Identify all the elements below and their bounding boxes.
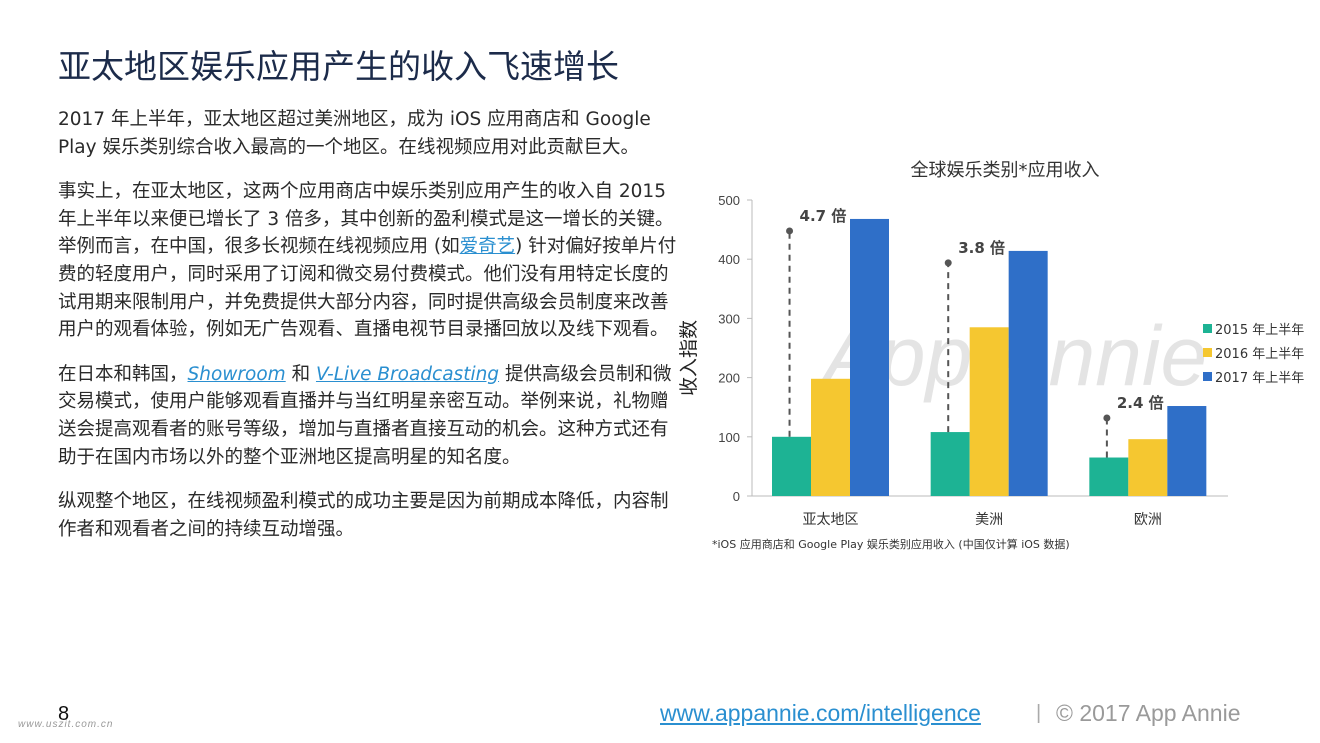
bar: [969, 327, 1009, 496]
bar: [1128, 439, 1168, 496]
x-tick-label: 美洲: [975, 512, 1003, 528]
growth-dot: [1103, 414, 1111, 422]
chart-footnote: *iOS 应用商店和 Google Play 娱乐类别应用收入 (中国仅计算 i…: [712, 538, 1070, 551]
bar: [930, 432, 970, 496]
bar: [1089, 457, 1129, 496]
vlive-link[interactable]: V-Live Broadcasting: [315, 363, 500, 385]
iqiyi-link[interactable]: 爱奇艺: [459, 236, 516, 258]
y-tick-label: 400: [718, 252, 740, 267]
paragraph-3-text-c: 提供高级会员制和微交易模式，使用户能够观看直播并与当红明星亲密互动。举例来说，礼…: [58, 363, 672, 468]
growth-annotation: 2.4 倍: [1117, 394, 1164, 412]
page-number: 8: [58, 703, 70, 725]
x-tick-label: 亚太地区: [803, 512, 859, 528]
footer-copyright: © 2017 App Annie: [1056, 700, 1241, 726]
paragraph-2: 事实上，在亚太地区，这两个应用商店中娱乐类别应用产生的收入自 2015 年上半年…: [58, 178, 678, 344]
legend-swatch: [1203, 348, 1212, 357]
growth-dot: [944, 259, 952, 267]
x-tick-label: 欧洲: [1134, 512, 1162, 528]
bar: [1167, 406, 1207, 496]
paragraph-1: 2017 年上半年，亚太地区超过美洲地区，成为 iOS 应用商店和 Google…: [58, 109, 651, 158]
paragraph-3-text-a: 在日本和韩国，: [58, 363, 188, 385]
paragraph-4: 纵观整个地区，在线视频盈利模式的成功主要是因为前期成本降低，内容制作者和观看者之…: [58, 491, 669, 540]
legend-label: 2016 年上半年: [1215, 347, 1304, 362]
y-tick-label: 500: [718, 193, 740, 208]
bar: [1008, 250, 1048, 496]
legend-label: 2015 年上半年: [1215, 323, 1304, 338]
paragraph-3-text-b: 和: [285, 363, 316, 385]
y-tick-label: 100: [718, 430, 740, 445]
page-title: 亚太地区娱乐应用产生的收入飞速增长: [58, 47, 619, 86]
growth-dot: [786, 227, 794, 235]
y-tick-label: 200: [718, 371, 740, 386]
bar: [850, 218, 889, 496]
growth-annotation: 4.7 倍: [800, 207, 847, 225]
legend-label: 2017 年上半年: [1215, 371, 1304, 386]
footer-link[interactable]: www.appannie.com/intelligence: [660, 700, 981, 726]
paragraph-2-text-b: ) 针对偏好按单片付费的轻度用户，同时采用了订阅和微交易付费模式。他们没有用特定…: [58, 236, 677, 341]
watermark-url: www.uszit.com.cn: [18, 719, 114, 730]
showroom-link[interactable]: Showroom: [187, 363, 286, 385]
paragraph-3: 在日本和韩国，Showroom 和 V-Live Broadcasting 提供…: [58, 361, 678, 471]
y-tick-label: 0: [733, 489, 740, 504]
legend-swatch: [1203, 324, 1212, 333]
y-tick-label: 300: [718, 311, 740, 326]
y-axis-label: 收入指数: [678, 320, 700, 396]
bar: [811, 378, 850, 496]
footer-separator: |: [1036, 702, 1042, 724]
growth-annotation: 3.8 倍: [958, 239, 1005, 257]
body-text: 2017 年上半年，亚太地区超过美洲地区，成为 iOS 应用商店和 Google…: [58, 106, 678, 560]
paragraph-2-text-a: 事实上，在亚太地区，这两个应用商店中娱乐类别应用产生的收入自 2015 年上半年…: [58, 181, 674, 258]
chart-title: 全球娱乐类别*应用收入: [910, 160, 1100, 181]
bar: [772, 436, 811, 496]
legend-swatch: [1203, 372, 1212, 381]
